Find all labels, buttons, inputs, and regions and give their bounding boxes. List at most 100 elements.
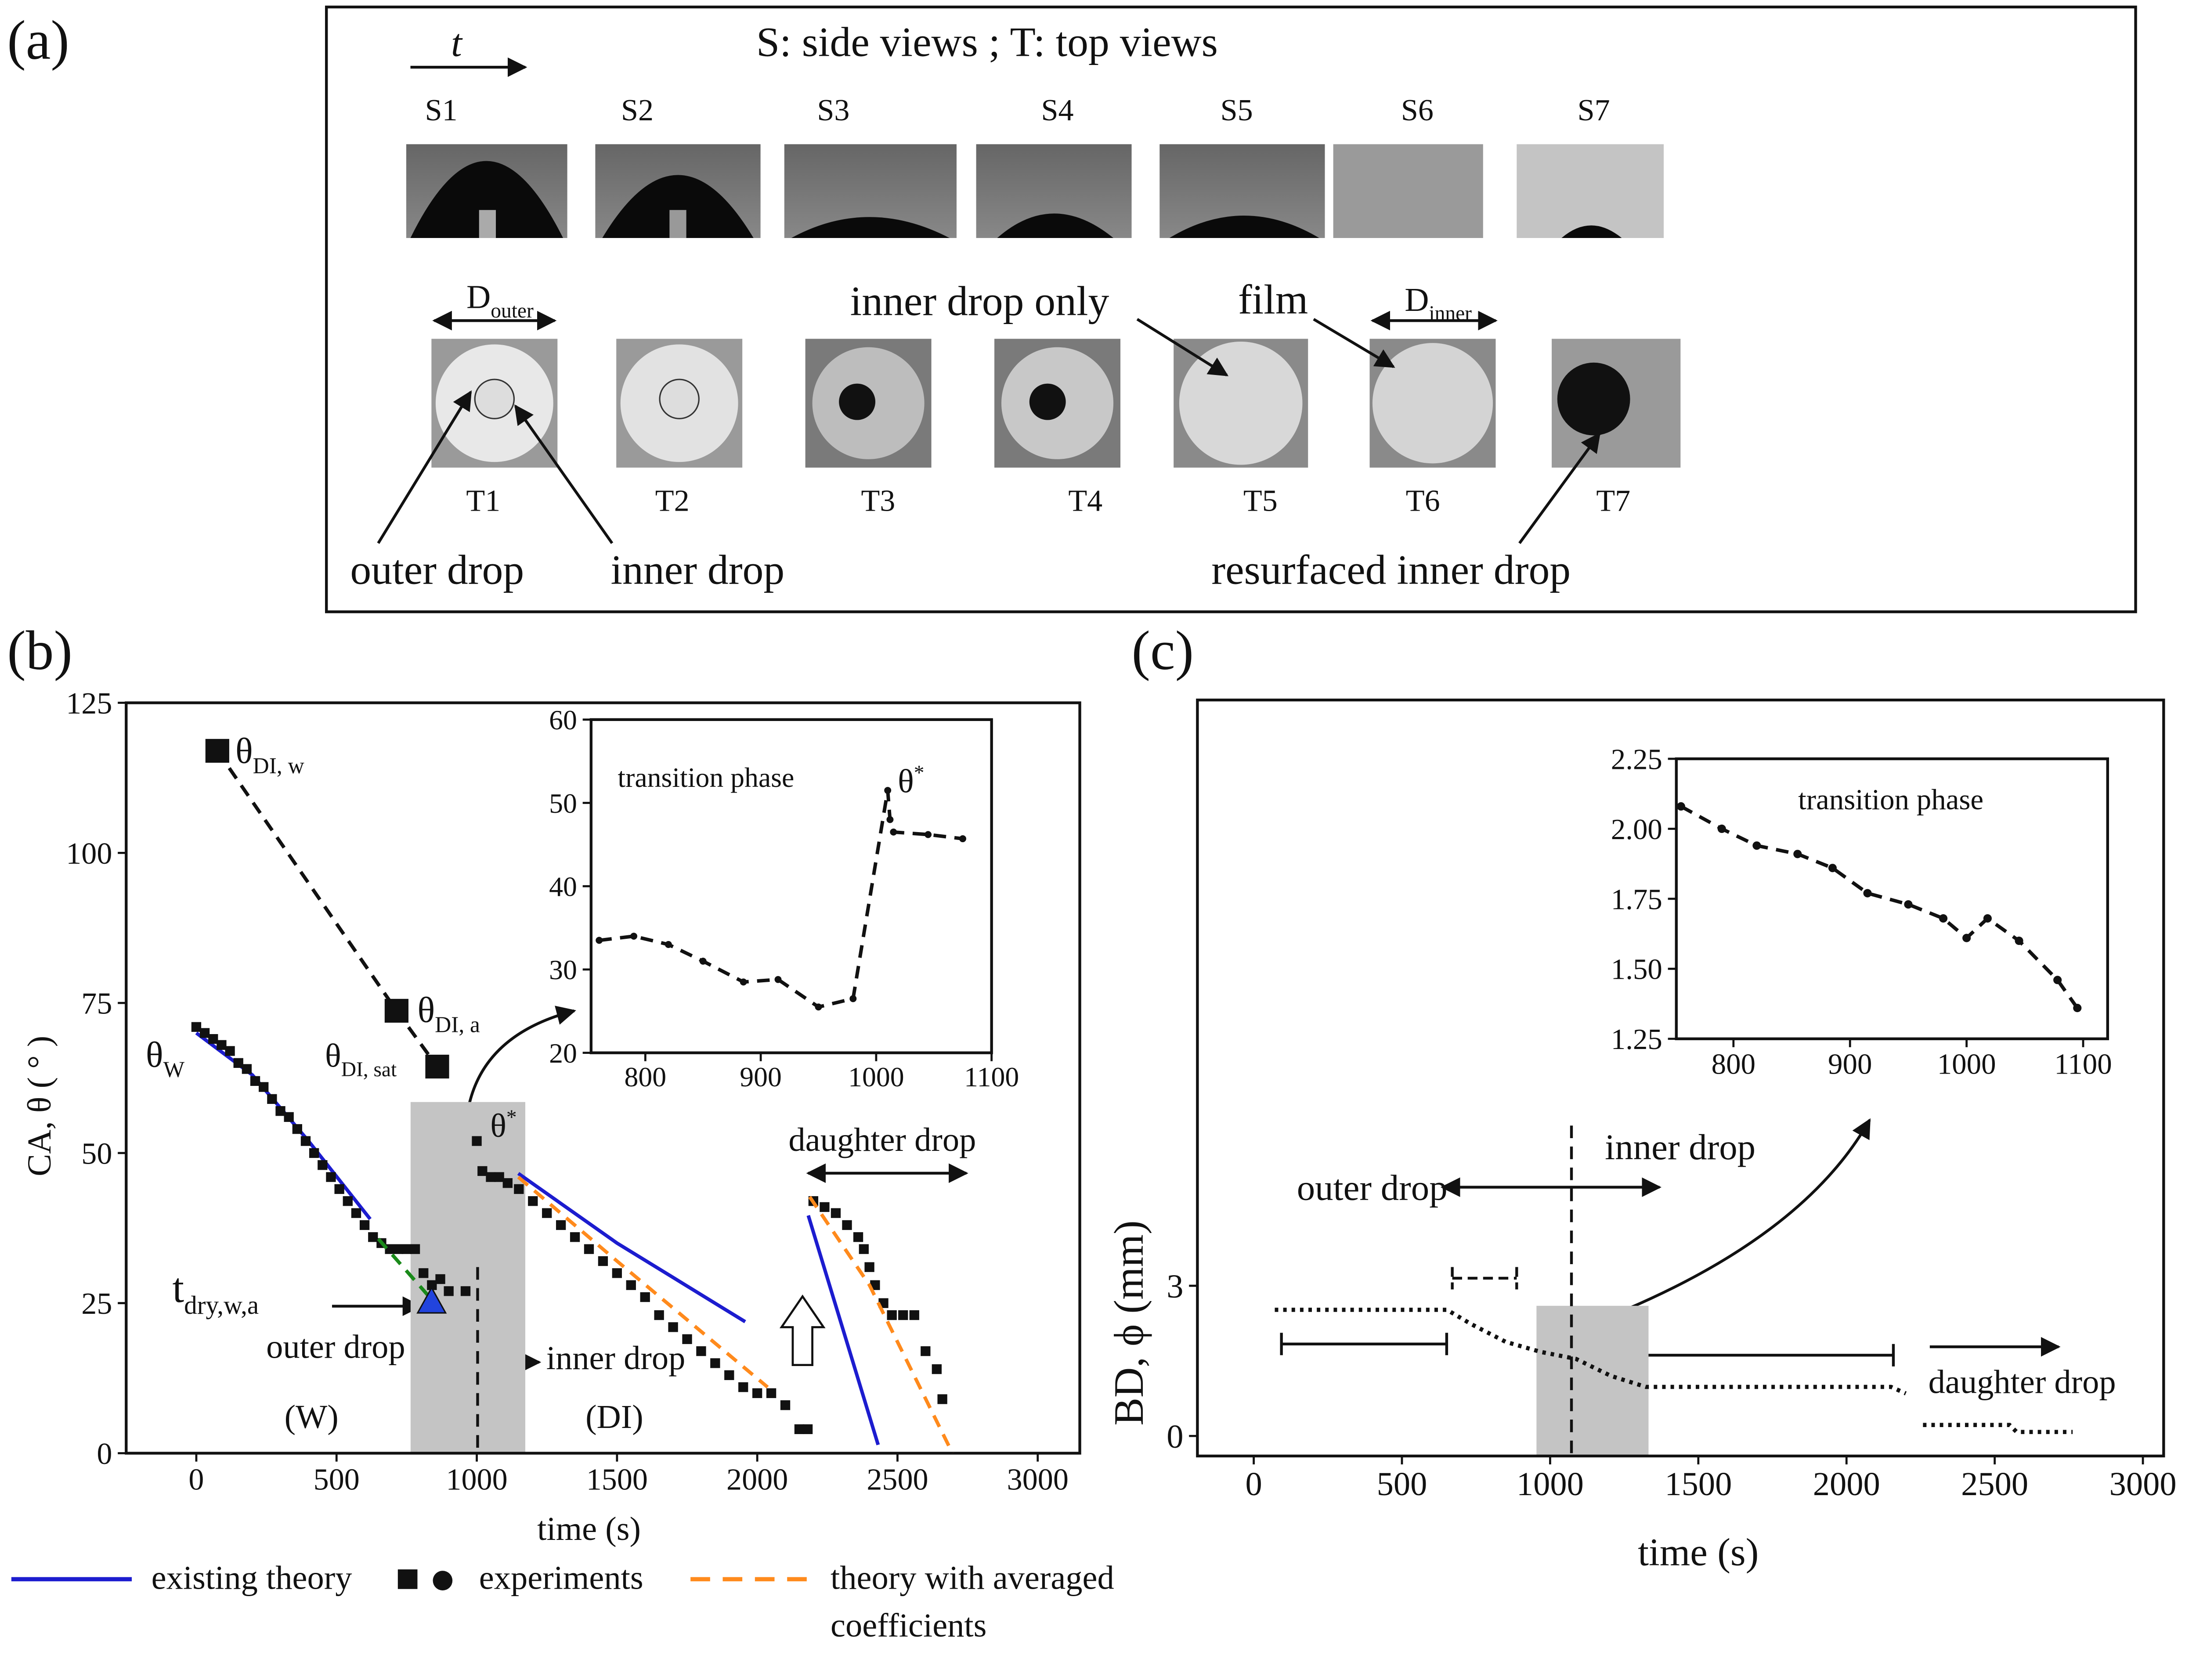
y-tick-label: 1.25 <box>1611 1023 1662 1056</box>
text-main: daughter drop <box>1929 1363 2116 1400</box>
data-point <box>419 1268 429 1278</box>
data-point <box>740 978 747 986</box>
annotation: outer drop <box>1297 1167 1448 1208</box>
data-point <box>699 957 707 965</box>
data-point <box>318 1160 328 1170</box>
series-line <box>517 1175 954 1454</box>
data-point <box>393 1244 403 1254</box>
data-point <box>925 831 932 838</box>
y-axis-label: BD, ϕ (mm) <box>1105 1220 1152 1425</box>
data-point <box>205 739 229 763</box>
data-point <box>654 1310 664 1320</box>
side-view-label: S1 <box>425 93 458 127</box>
x-tick-label: 1000 <box>1937 1048 1996 1080</box>
data-point <box>626 1280 636 1290</box>
legend-label-line: theory with averaged <box>831 1559 1114 1597</box>
panel-label: (a) <box>7 9 69 71</box>
series-line <box>1680 804 2079 1009</box>
y-tick-label: 125 <box>66 686 112 721</box>
data-point <box>514 1184 524 1194</box>
data-point <box>1793 850 1802 858</box>
subscript: inner <box>1429 302 1472 325</box>
annotation: transition phase <box>618 762 794 793</box>
data-point <box>774 976 782 983</box>
series-line <box>1275 1308 2073 1434</box>
data-point <box>300 1136 311 1146</box>
panel-label: (b) <box>7 619 72 681</box>
data-point <box>460 1286 471 1296</box>
x-tick-label: 1000 <box>446 1462 507 1496</box>
data-point <box>1752 841 1761 850</box>
y-tick-label: 0 <box>1167 1418 1183 1455</box>
subscript: DI, sat <box>341 1058 397 1081</box>
data-point <box>921 1346 931 1356</box>
y-tick-label: 50 <box>81 1136 112 1171</box>
text-main: θ <box>146 1035 163 1075</box>
top-view-label: T4 <box>1068 484 1102 518</box>
data-point <box>225 1046 235 1056</box>
data-point <box>343 1196 353 1206</box>
annotation: outer drop <box>350 547 524 593</box>
data-point <box>199 1028 210 1038</box>
data-point <box>815 1003 822 1011</box>
annotation: θDI, a <box>417 989 480 1037</box>
side-view-label: S6 <box>1401 93 1434 127</box>
data-point <box>556 1220 566 1230</box>
legend-label-line: coefficients <box>831 1607 986 1644</box>
superscript: * <box>914 762 925 785</box>
text-main: θ <box>417 989 435 1030</box>
x-tick-label: 900 <box>740 1061 782 1092</box>
text-main: daughter drop <box>788 1121 976 1158</box>
plot-frame <box>125 701 1081 1455</box>
panel-a-arrows <box>377 310 1601 544</box>
data-point <box>682 1334 692 1344</box>
data-point <box>794 1424 805 1434</box>
panel-title: S: side views ; T: top views <box>756 19 1218 65</box>
highlight-region <box>410 1102 526 1453</box>
x-tick-label: 2000 <box>726 1462 788 1496</box>
data-point <box>2015 936 2023 945</box>
data-point <box>665 941 672 948</box>
data-point <box>444 1286 454 1296</box>
legend-swatch <box>397 1569 418 1589</box>
data-point <box>887 1310 897 1320</box>
data-point <box>884 787 892 794</box>
annotation: film <box>1238 276 1308 323</box>
data-point <box>831 1208 841 1218</box>
series-line <box>377 1237 429 1296</box>
data-point <box>766 1388 777 1398</box>
data-point <box>853 1232 863 1242</box>
y-tick-label: 75 <box>81 987 112 1021</box>
x-tick-label: 1500 <box>586 1462 648 1496</box>
top-view-label: T5 <box>1243 484 1278 518</box>
y-tick-label: 50 <box>549 788 577 819</box>
data-point <box>802 1424 813 1434</box>
top-view-label: T3 <box>861 484 895 518</box>
data-point <box>1939 914 1948 923</box>
data-point <box>932 1364 942 1374</box>
data-point <box>752 1388 762 1398</box>
y-tick-label: 2.25 <box>1611 743 1662 776</box>
x-tick-label: 1000 <box>1517 1465 1584 1503</box>
text-main: D <box>1405 281 1429 318</box>
data-point <box>710 1358 720 1368</box>
y-tick-label: 30 <box>549 954 577 985</box>
data-point <box>494 1172 504 1182</box>
legend-swatch <box>433 1571 453 1590</box>
side-view-images <box>406 144 1664 238</box>
data-point <box>368 1232 378 1242</box>
y-tick-label: 2.00 <box>1611 813 1662 846</box>
legend-label: existing theory <box>152 1559 352 1597</box>
annotation: (DI) <box>585 1398 643 1435</box>
x-tick-label: 800 <box>1712 1048 1755 1080</box>
data-point <box>542 1208 552 1218</box>
series-line <box>195 1031 880 1446</box>
data-point <box>217 1040 227 1050</box>
x-tick-label: 2000 <box>1813 1465 1880 1503</box>
data-point <box>233 1058 243 1068</box>
text-main: inner drop only <box>850 278 1109 324</box>
text-main: (DI) <box>585 1398 643 1435</box>
data-point <box>886 816 894 823</box>
text-main: outer drop <box>350 547 524 593</box>
